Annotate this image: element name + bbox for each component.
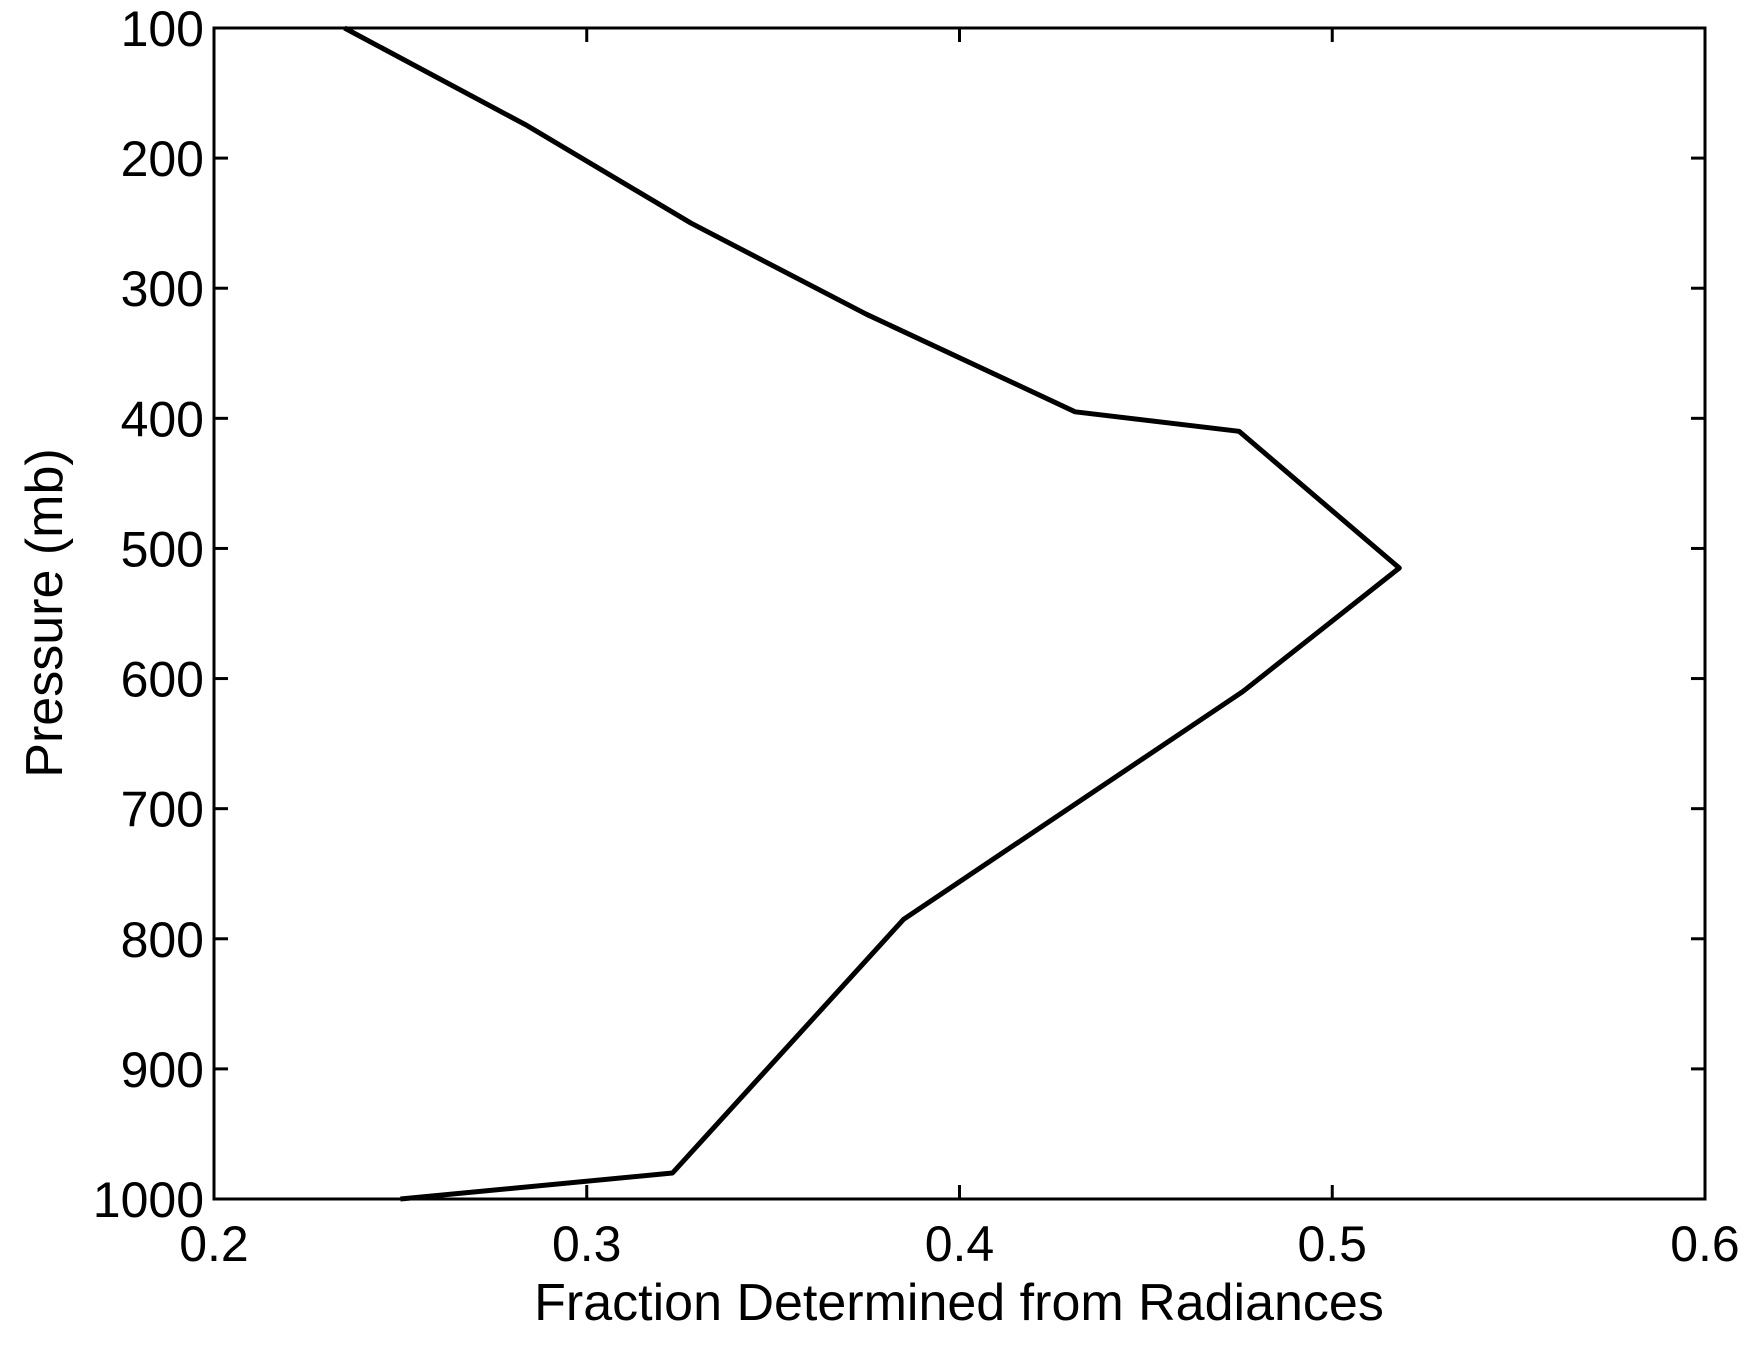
y-tick-label: 500 (121, 521, 204, 577)
x-tick-label: 0.6 (1670, 1216, 1740, 1272)
y-tick-label: 600 (121, 652, 204, 708)
y-tick-label: 900 (121, 1042, 204, 1098)
y-axis: 100 200 300 400 500 600 700 800 900 1000 (93, 1, 1705, 1228)
y-tick-label: 1000 (93, 1172, 204, 1228)
x-axis-label: Fraction Determined from Radiances (534, 1274, 1384, 1332)
x-tick-label: 0.4 (925, 1216, 995, 1272)
series-line (343, 25, 1402, 1202)
y-tick-label: 300 (121, 261, 204, 317)
y-tick-label: 200 (121, 131, 204, 187)
x-tick-label: 0.5 (1297, 1216, 1367, 1272)
y-tick-label: 400 (121, 391, 204, 447)
x-tick-label: 0.3 (552, 1216, 622, 1272)
y-axis-label: Pressure (mb) (16, 448, 74, 777)
y-tick-label: 700 (121, 782, 204, 838)
y-tick-label: 100 (121, 1, 204, 57)
x-tick-label: 0.2 (179, 1216, 249, 1272)
y-tick-label: 800 (121, 912, 204, 968)
x-axis: 0.2 0.3 0.4 0.5 0.6 (179, 28, 1740, 1272)
plot-area (212, 26, 1707, 1201)
